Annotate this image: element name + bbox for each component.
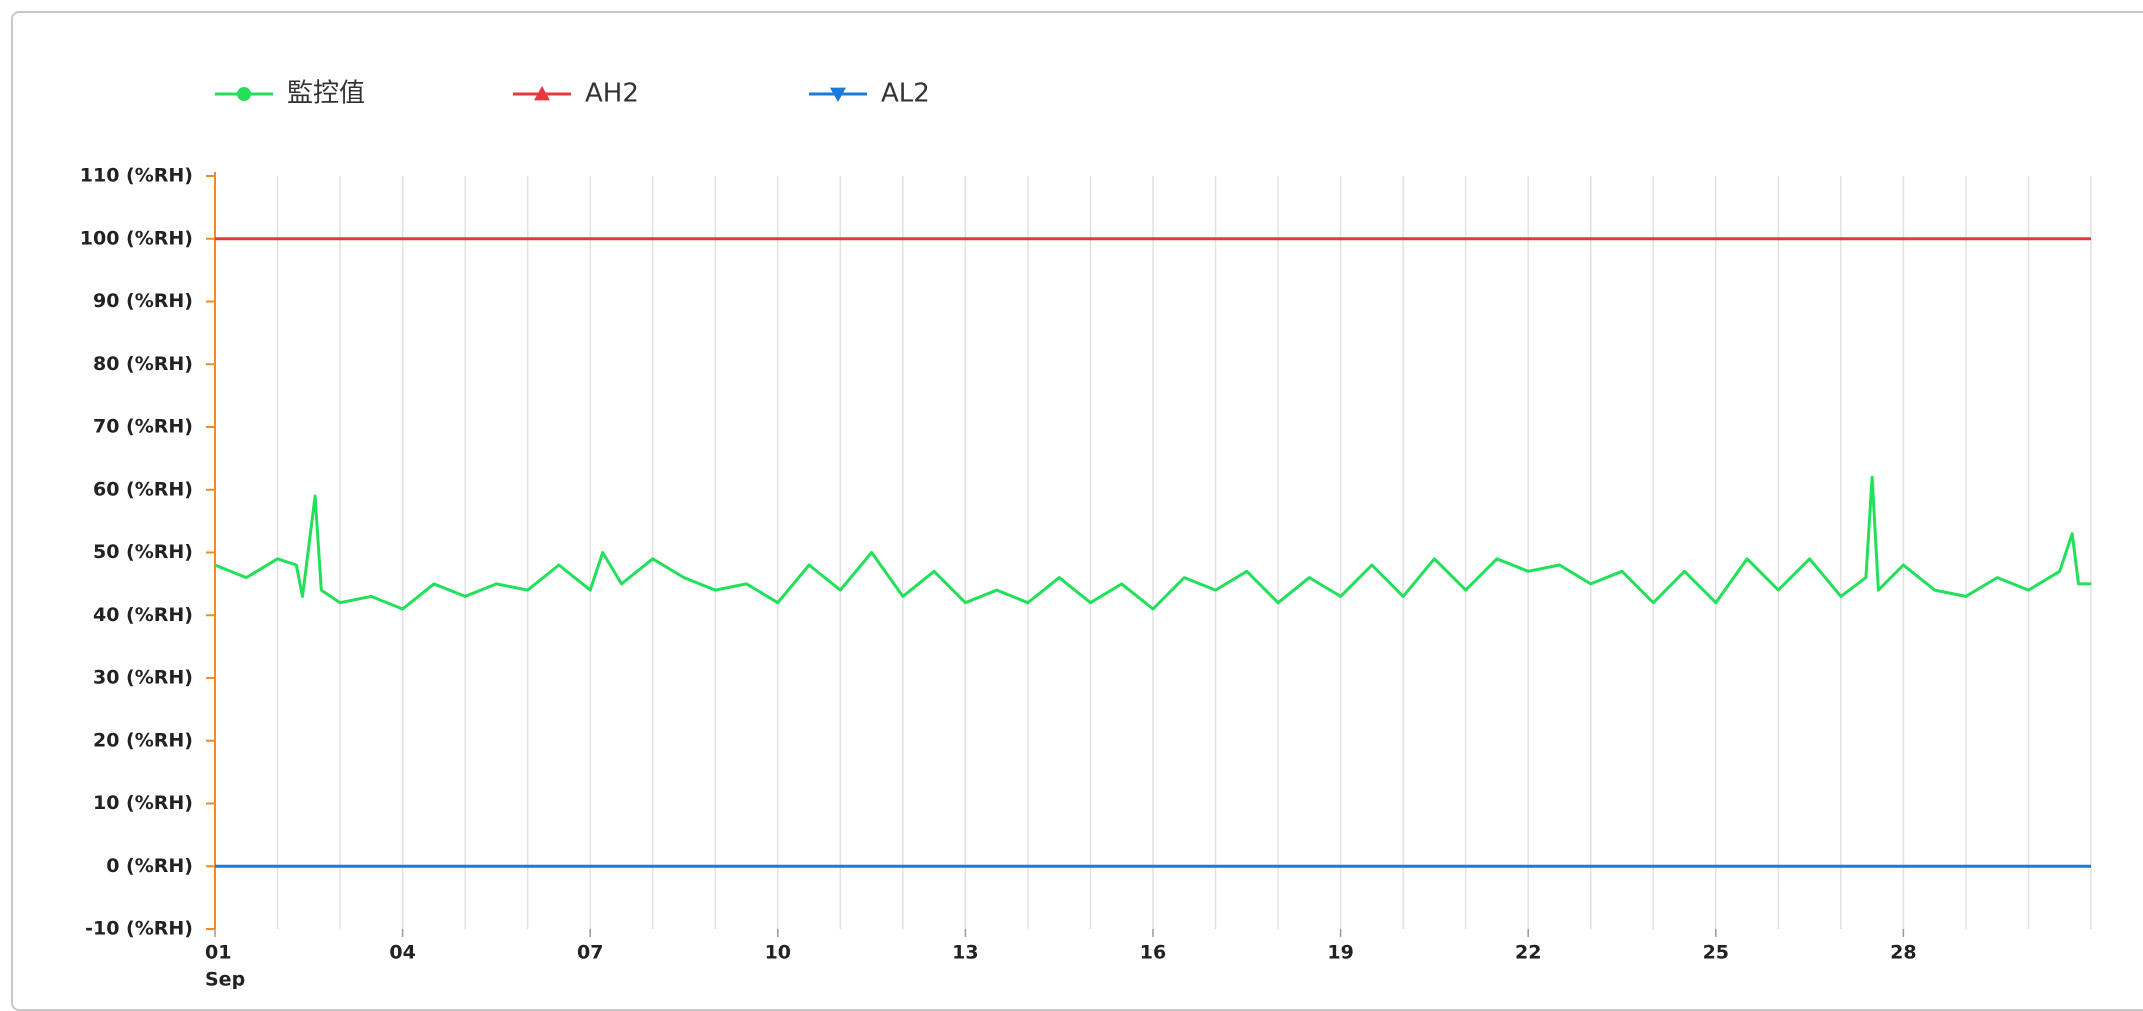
x-tick-label: 28 bbox=[1890, 942, 1916, 964]
y-tick-label: 80 (%RH) bbox=[93, 353, 193, 375]
y-tick-label: 90 (%RH) bbox=[93, 290, 193, 312]
x-tick-label: 04 bbox=[389, 942, 415, 964]
page: {"chart_data": { "type": "line", "xlim":… bbox=[11, 11, 2143, 1011]
y-tick-label: 50 (%RH) bbox=[93, 541, 193, 563]
chart: -10 (%RH) 0 (%RH) 10 (%RH) 20 (%RH) 30 (%RH)… bbox=[80, 79, 2092, 990]
y-tick-label: 60 (%RH) bbox=[93, 478, 193, 500]
x-month-label: Sep bbox=[205, 969, 245, 990]
x-tick-label: 10 bbox=[765, 942, 791, 964]
y-tick-label: 100 (%RH) bbox=[80, 227, 193, 249]
x-tick-label: 22 bbox=[1515, 942, 1541, 964]
legend-marker bbox=[534, 86, 550, 101]
legend-marker bbox=[830, 87, 846, 102]
y-tick-label: -10 (%RH) bbox=[85, 918, 193, 940]
legend-label: 監控值 bbox=[287, 79, 365, 109]
y-tick-label: 20 (%RH) bbox=[93, 729, 193, 751]
legend-label: AH2 bbox=[585, 79, 639, 109]
y-tick-label: 110 (%RH) bbox=[80, 165, 193, 187]
legend-marker bbox=[237, 87, 251, 101]
x-tick-label: 13 bbox=[952, 942, 978, 964]
x-tick-label: 16 bbox=[1140, 942, 1166, 964]
x-tick-label: 19 bbox=[1327, 942, 1353, 964]
series-line bbox=[214, 475, 2091, 611]
y-tick-label: 30 (%RH) bbox=[93, 667, 193, 689]
legend-label: AL2 bbox=[881, 79, 930, 109]
x-tick-label: 01 bbox=[205, 942, 231, 964]
y-tick-label: 40 (%RH) bbox=[93, 604, 193, 626]
x-tick-label: 25 bbox=[1703, 942, 1729, 964]
x-tick-label: 07 bbox=[577, 942, 603, 964]
y-tick-label: 70 (%RH) bbox=[93, 416, 193, 438]
y-tick-label: 10 (%RH) bbox=[93, 792, 193, 814]
y-tick-label: 0 (%RH) bbox=[106, 855, 193, 877]
